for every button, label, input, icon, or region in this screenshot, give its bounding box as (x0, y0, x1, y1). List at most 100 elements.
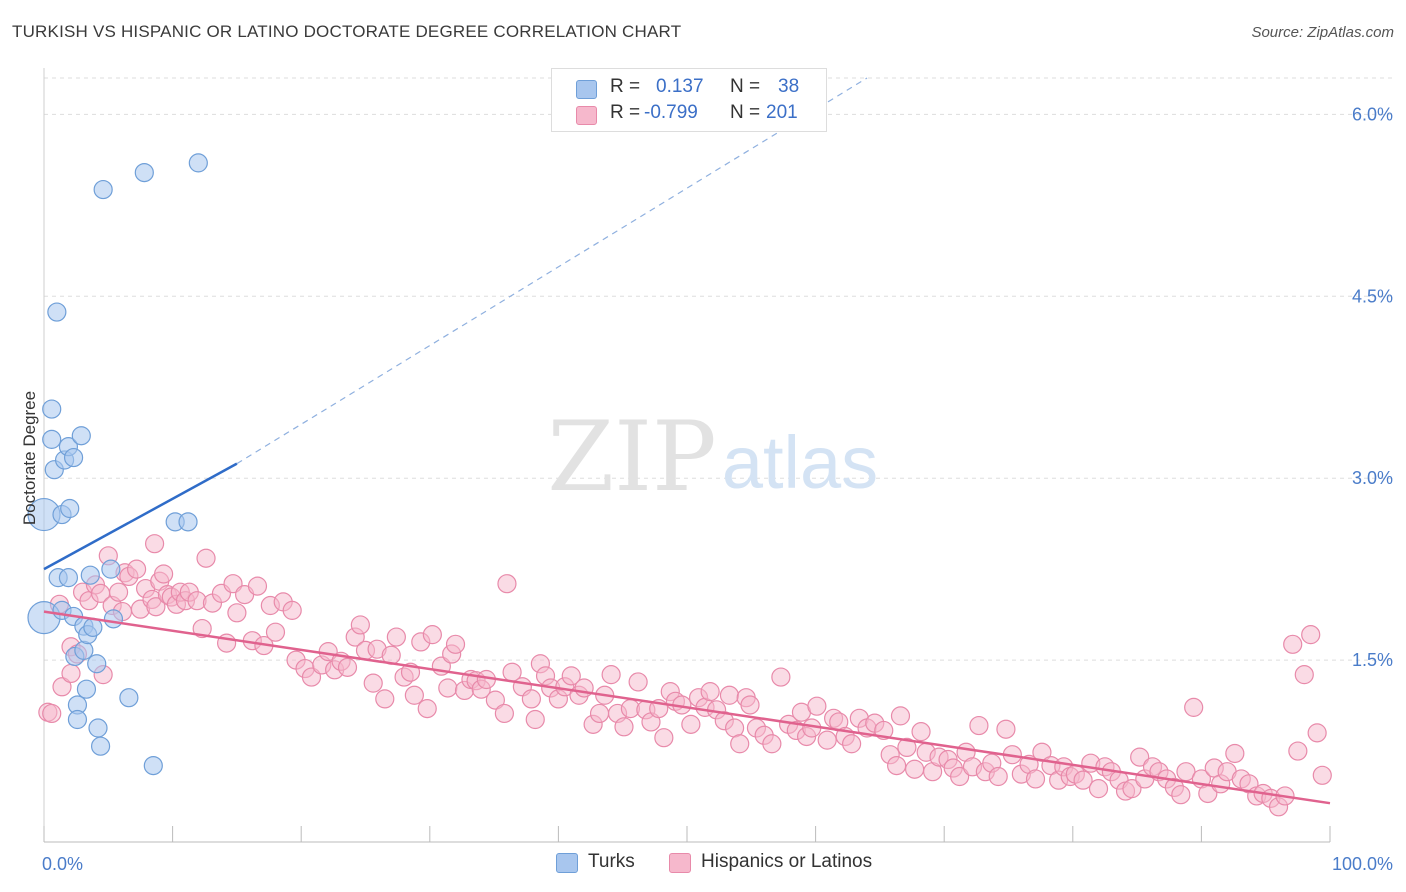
turks-point (42, 399, 62, 419)
turks-point (143, 755, 163, 776)
y-tick-label: 1.5% (1352, 650, 1393, 670)
hispanics-point (561, 666, 581, 686)
hispanics-point (890, 706, 911, 726)
hispanics-point (1307, 723, 1327, 743)
hispanics-point (911, 722, 931, 742)
turks-point (80, 565, 100, 585)
hispanics-point (196, 548, 216, 568)
legend-label-hispanics: Hispanics or Latinos (701, 851, 873, 872)
legend-label-turks: Turks (588, 851, 635, 872)
turks-trend-line (43, 462, 238, 571)
watermark-zip: ZIP (547, 401, 716, 513)
hispanics-point (485, 690, 505, 710)
hispanics-point (445, 634, 466, 654)
stats-row-turks: R = 0.137 N = 38 (552, 76, 826, 102)
hispanics-point (52, 677, 72, 697)
hispanics-point (282, 600, 302, 620)
y-tick-label: 4.5% (1352, 286, 1393, 306)
r-value: 0.137 (656, 76, 704, 97)
turks-point (188, 153, 208, 173)
hispanics-point (1171, 785, 1191, 805)
source-label: Source: ZipAtlas.com (1251, 24, 1394, 41)
turks-point (90, 736, 111, 756)
hispanics-point (1088, 779, 1109, 799)
stats-legend: R = 0.137 N = 38 R = -0.799 N = 201 (551, 68, 827, 132)
turks-point (87, 654, 107, 674)
r-label: R = (610, 76, 641, 97)
turks-point (63, 447, 84, 468)
hispanics-point (1312, 765, 1332, 785)
y-tick-label: 3.0% (1352, 468, 1393, 488)
hispanics-point (521, 689, 541, 709)
hispanics-swatch-icon (669, 853, 691, 873)
turks-point (88, 718, 108, 738)
hispanics-point (227, 603, 247, 623)
hispanics-point (153, 564, 174, 584)
hispanics-point (807, 696, 827, 716)
hispanics-point (108, 582, 129, 602)
hispanics-point (363, 673, 383, 693)
hispanics-point (375, 689, 395, 709)
hispanics-point (1073, 770, 1093, 790)
hispanics-point (1288, 741, 1308, 761)
hispanics-point (265, 622, 286, 642)
hispanics-point (1225, 743, 1245, 764)
turks-point (134, 162, 154, 183)
hispanics-point (740, 695, 760, 715)
hispanics-point (762, 734, 782, 754)
hispanics-point (1301, 625, 1321, 645)
hispanics-point (247, 576, 268, 596)
x-tick-label: 0.0% (42, 854, 83, 874)
y-axis-label: Doctorate Degree (20, 390, 39, 526)
hispanics-point (1283, 634, 1303, 654)
hispanics-point (337, 657, 358, 677)
hispanics-point (601, 665, 621, 685)
turks-series (27, 153, 208, 776)
hispanics-point (1130, 747, 1150, 767)
r-label: R = (610, 102, 641, 123)
hispanics-point (887, 755, 907, 776)
hispanics-point (144, 534, 165, 554)
hispanics-point (1294, 665, 1314, 685)
hispanics-point (494, 703, 514, 724)
hispanics-point (950, 766, 970, 787)
hispanics-point (404, 685, 424, 705)
turks-point (76, 679, 97, 699)
hispanics-point (146, 597, 166, 617)
gridlines (44, 77, 1392, 661)
hispanics-trend-line (43, 610, 1331, 805)
hispanics-point (350, 615, 370, 635)
hispanics-point (996, 719, 1016, 739)
turks-point (60, 498, 80, 519)
watermark-atlas: atlas (722, 421, 878, 504)
hispanics-swatch-icon (576, 106, 597, 125)
hispanics-point (525, 709, 545, 730)
hispanics-point (126, 559, 147, 579)
turks-point (42, 429, 62, 449)
hispanics-point (730, 734, 750, 754)
hispanics-point (61, 663, 81, 684)
hispanics-point (897, 737, 917, 758)
tick-labels: 1.5% 3.0% 4.5% 6.0% 0.0% 100.0% (42, 104, 1393, 874)
turks-point (67, 709, 88, 730)
turks-swatch-icon (576, 80, 597, 99)
hispanics-point (700, 682, 720, 702)
n-value: 201 (766, 102, 798, 123)
trend-lines (43, 77, 1331, 805)
y-tick-label: 6.0% (1352, 104, 1393, 124)
x-tick-label: 100.0% (1332, 854, 1393, 874)
hispanics-series (38, 534, 1332, 817)
turks-point (58, 568, 79, 588)
stats-row-hispanics: R = -0.799 N = 201 (552, 102, 826, 128)
hispanics-point (1025, 769, 1046, 789)
hispanics-point (417, 699, 437, 719)
hispanics-point (842, 734, 862, 754)
n-label: N = (730, 102, 761, 123)
hispanics-point (628, 672, 648, 692)
chart-title: TURKISH VS HISPANIC OR LATINO DOCTORATE … (12, 22, 682, 41)
n-value: 38 (778, 76, 800, 97)
hispanics-point (771, 667, 791, 687)
turks-point (178, 512, 198, 532)
hispanics-point (438, 678, 458, 698)
